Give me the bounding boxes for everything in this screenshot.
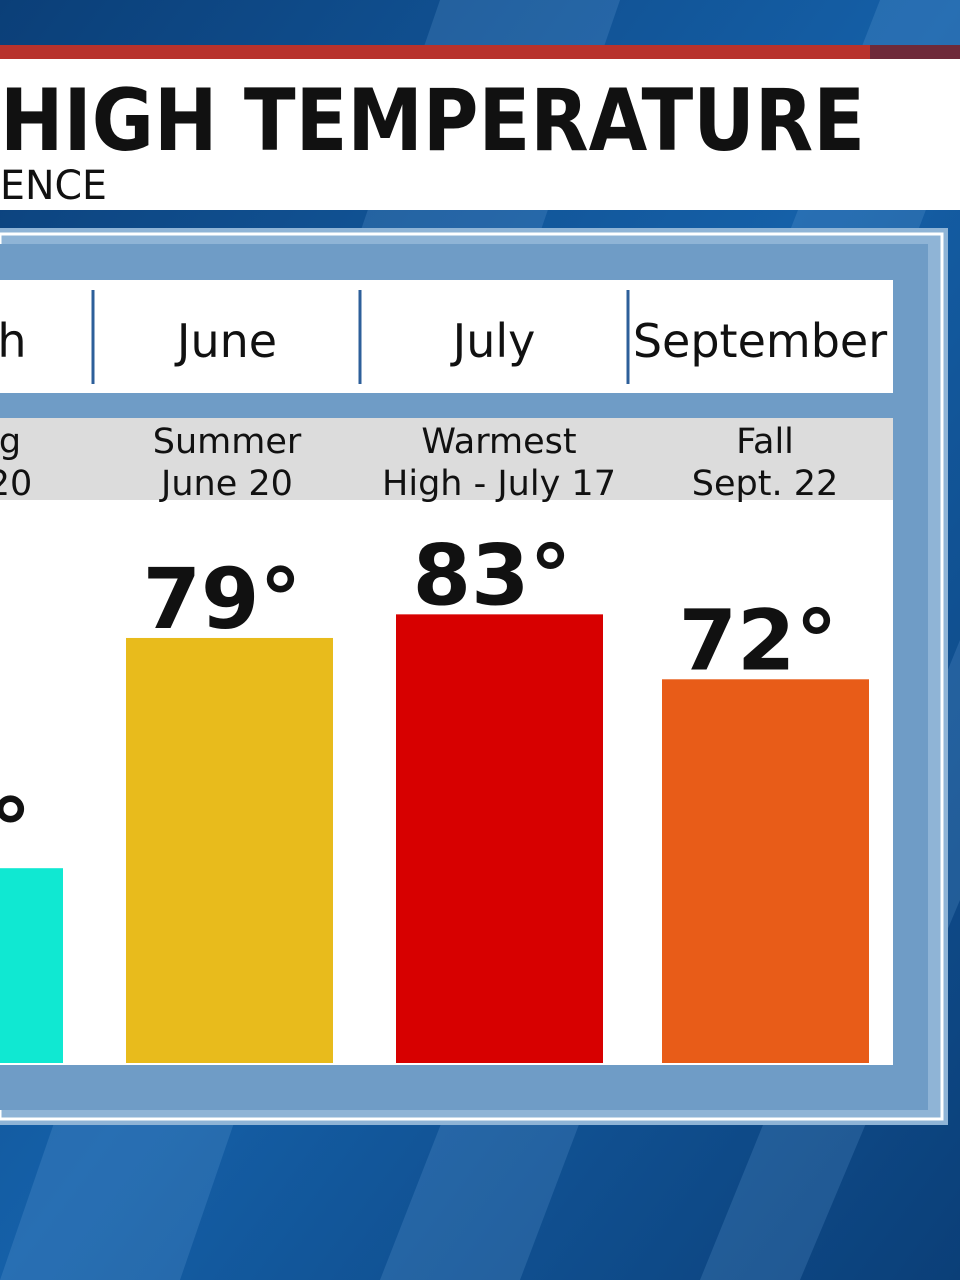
bar (396, 614, 603, 1063)
month-header (0, 280, 893, 393)
chart-subtitle: ENCE (0, 163, 107, 209)
value-label: 79° (143, 550, 302, 648)
value-label: ° (0, 780, 32, 878)
separators (91, 290, 630, 384)
month-label: September (633, 314, 887, 368)
category-label: Summer (153, 422, 302, 462)
category-label: g (0, 422, 21, 462)
category-label: Warmest (421, 422, 576, 462)
value-label: 72° (679, 591, 838, 689)
category-label: Sept. 22 (692, 464, 838, 504)
bar (0, 868, 63, 1063)
bar (126, 637, 333, 1063)
category-label: 20 (0, 464, 32, 504)
banner-stripe-end (870, 45, 960, 59)
category-label: Fall (736, 422, 794, 462)
month-label: July (450, 314, 536, 368)
banner-stripe (0, 45, 960, 59)
bar (662, 679, 869, 1063)
title-banner (0, 59, 960, 210)
month-label: June (174, 314, 277, 368)
category-header (0, 418, 893, 500)
value-label: 83° (413, 526, 572, 624)
category-label: June 20 (159, 464, 293, 504)
category-label: High - July 17 (382, 464, 616, 504)
month-label: h (0, 314, 27, 368)
frame-border (0, 232, 944, 1121)
chart-title: HIGH TEMPERATURE (0, 71, 865, 171)
